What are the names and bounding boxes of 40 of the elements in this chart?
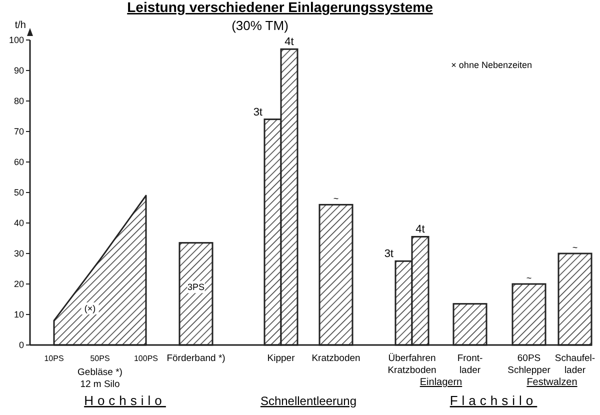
annotation: 3PS	[187, 282, 205, 292]
x-tick-label: Front- lader	[457, 353, 483, 376]
x-tick-label: Förderband *)	[166, 353, 226, 364]
text: Festwalzen	[526, 377, 578, 388]
x-tick-label: 100PS	[134, 354, 158, 363]
text: 4t	[416, 224, 425, 236]
y-tick-label: 30	[14, 248, 24, 259]
y-tick-label: 0	[18, 340, 24, 350]
y-axis-title: t/h	[14, 20, 26, 31]
annotation: (×)	[84, 303, 96, 314]
annotation: ~	[333, 194, 339, 204]
x-tick-label: 60PS Schlepper	[508, 353, 550, 376]
text: Gebläse *) 12 m Silo	[78, 367, 122, 390]
y-tick-label: 20	[14, 279, 24, 290]
y-tick-label: 60	[14, 157, 24, 168]
y-tick-label: 90	[14, 66, 24, 76]
x-tick-label: Kipper	[267, 353, 295, 364]
text: Flachsilo	[450, 393, 538, 408]
x-tick-label: Kratzboden	[312, 353, 360, 364]
chart-title: Leistung verschiedener Einlagerungssysteme	[127, 0, 434, 15]
annotation: ~	[526, 273, 532, 283]
y-tick-label: 100	[8, 35, 24, 46]
y-tick-label: 40	[14, 218, 24, 228]
annotation: ~	[572, 242, 578, 252]
text: 3t	[384, 248, 394, 260]
text: Schnellentleerung	[260, 394, 357, 408]
chart-subtitle: (30% TM)	[232, 18, 288, 33]
y-tick-label: 10	[14, 310, 24, 320]
x-tick-label: Schaufel- lader	[554, 353, 596, 376]
x-tick-label: 50PS	[90, 354, 110, 363]
series-label: 4t	[284, 36, 294, 48]
x-tick-label: 10PS	[44, 354, 64, 363]
annotation: × ohne Nebenzeiten	[451, 60, 532, 70]
x-tick-label: Überfahren Kratzboden	[388, 353, 436, 376]
y-tick-label: 50	[14, 188, 24, 198]
text: Einlagern	[420, 377, 462, 388]
series-label: 3t	[253, 106, 262, 118]
y-tick-label: 70	[14, 126, 24, 137]
y-tick-label: 80	[14, 96, 24, 106]
text: Hochsilo	[84, 393, 166, 408]
